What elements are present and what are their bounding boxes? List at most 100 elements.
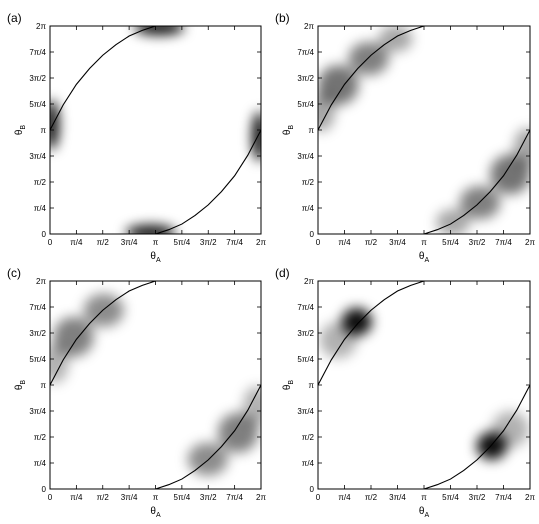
density-peak-2-2: [50, 343, 69, 384]
x-axis-label: θA: [419, 251, 430, 264]
y-tick-label: 2π: [36, 22, 46, 31]
y-tick-label: π/2: [34, 178, 47, 187]
density-peak-0-0: [50, 99, 60, 150]
x-tick-label: 7π/4: [226, 493, 243, 502]
x-axis-label: θA: [150, 251, 161, 264]
x-tick-label: 7π/4: [495, 493, 512, 502]
y-tick-label: 3π/4: [297, 152, 314, 161]
panel-3: 00 π/4 π/4 π/2 π/2 3π/4 3π/4 π π 5π/4 5π/4 3π/2 3π/2…: [275, 266, 535, 519]
y-tick-label: 0: [310, 230, 315, 239]
density-peak-2-3: [217, 412, 259, 453]
panel-label: (d): [275, 266, 290, 280]
y-tick-label: π/2: [34, 433, 47, 442]
y-tick-label: π/2: [302, 178, 315, 187]
curve-branch-2-2: [155, 384, 262, 490]
x-tick-label: π/4: [70, 493, 83, 502]
x-tick-label: π: [153, 238, 159, 247]
density-peak-3-3: [491, 411, 529, 448]
x-tick-label: 2π: [256, 493, 266, 502]
y-tick-label: 7π/4: [29, 303, 46, 312]
x-tick-label: 5π/4: [442, 493, 459, 502]
panel-1: 00 π/4 π/4 π/2 π/2 3π/4 3π/4 π π 5π/4 5π/4 3π/2 3π/2…: [275, 11, 535, 264]
x-tick-label: π: [153, 493, 159, 502]
x-tick-label: 0: [316, 238, 321, 247]
x-tick-label: 5π/4: [442, 238, 459, 247]
x-tick-label: 2π: [256, 238, 266, 247]
x-tick-label: π/4: [338, 238, 351, 247]
x-axis-label: θA: [150, 506, 161, 519]
y-tick-label: π/4: [302, 459, 315, 468]
y-tick-label: π/4: [34, 459, 47, 468]
y-tick-label: π/4: [302, 204, 315, 213]
y-tick-label: 3π/2: [297, 74, 314, 83]
density-peak-2-5: [243, 386, 261, 427]
x-tick-label: π/4: [70, 238, 83, 247]
curve-branch-2-3: [423, 384, 531, 490]
curve-branch-1-1: [317, 25, 425, 131]
y-tick-label: π/4: [34, 204, 47, 213]
x-tick-label: π/2: [365, 493, 378, 502]
y-tick-label: π/2: [302, 433, 315, 442]
panel-2: 00 π/4 π/4 π/2 π/2 3π/4 3π/4 π π 5π/4 5π/4 3π/2 3π/2…: [7, 266, 266, 519]
y-tick-label: 3π/2: [29, 329, 46, 338]
x-tick-label: 0: [316, 493, 321, 502]
x-tick-label: 0: [48, 493, 53, 502]
density-peak-0-1: [251, 111, 261, 162]
y-tick-label: 5π/4: [29, 355, 46, 364]
y-axis-label: θB: [14, 125, 27, 136]
curve-branch-1-3: [317, 280, 425, 386]
y-axis-label: θB: [282, 125, 295, 136]
y-tick-label: π: [308, 126, 314, 135]
x-tick-label: 3π/2: [469, 493, 486, 502]
x-tick-label: 3π/2: [469, 238, 486, 247]
panel-label: (c): [7, 266, 21, 280]
y-tick-label: 5π/4: [29, 100, 46, 109]
panel-0: 00 π/4 π/4 π/2 π/2 3π/4 3π/4 π π 5π/4 5π/4 3π/2 3π/2…: [7, 11, 266, 264]
density-peak-1-2: [378, 26, 413, 52]
y-tick-label: 3π/4: [297, 407, 314, 416]
density-peak-3-1: [319, 321, 357, 359]
y-tick-label: 3π/2: [29, 74, 46, 83]
y-tick-label: 2π: [304, 22, 314, 31]
x-tick-label: 3π/4: [389, 493, 406, 502]
curve-branch-1-2: [49, 280, 156, 386]
y-tick-label: 2π: [36, 277, 46, 286]
panel-label: (a): [7, 11, 22, 25]
y-tick-label: 2π: [304, 277, 314, 286]
x-axis-label: θA: [419, 506, 430, 519]
density-peak-1-1: [348, 41, 389, 76]
x-tick-label: π/2: [97, 238, 110, 247]
panel-label: (b): [275, 11, 290, 25]
x-tick-label: π: [421, 493, 427, 502]
y-tick-label: π: [40, 126, 46, 135]
x-tick-label: 3π/4: [121, 238, 138, 247]
curve-branch-1-0: [49, 25, 156, 131]
y-tick-label: π: [40, 381, 46, 390]
y-axis-label: θB: [282, 380, 295, 391]
x-tick-label: π/2: [365, 238, 378, 247]
y-axis-label: θB: [14, 380, 27, 391]
plot-frame-0: [49, 25, 262, 235]
y-tick-label: 0: [42, 485, 47, 494]
plot-frame-2: [49, 280, 262, 490]
density-peak-1-6: [436, 209, 470, 234]
y-tick-label: 3π/2: [297, 329, 314, 338]
x-tick-label: 5π/4: [174, 493, 191, 502]
y-tick-label: π: [308, 381, 314, 390]
y-tick-label: 3π/4: [29, 152, 46, 161]
y-tick-label: 5π/4: [297, 355, 314, 364]
y-tick-label: 5π/4: [297, 100, 314, 109]
y-tick-label: 7π/4: [29, 48, 46, 57]
x-tick-label: 3π/4: [121, 493, 138, 502]
density-peak-0-3: [133, 26, 185, 36]
y-tick-label: 7π/4: [297, 303, 314, 312]
y-tick-label: 3π/4: [29, 407, 46, 416]
x-tick-label: 2π: [525, 238, 535, 247]
x-tick-label: 7π/4: [226, 238, 243, 247]
y-tick-label: 0: [42, 230, 47, 239]
x-tick-label: 2π: [525, 493, 535, 502]
curve-branch-2-1: [423, 129, 531, 235]
x-tick-label: π/4: [338, 493, 351, 502]
x-tick-label: π/2: [97, 493, 110, 502]
